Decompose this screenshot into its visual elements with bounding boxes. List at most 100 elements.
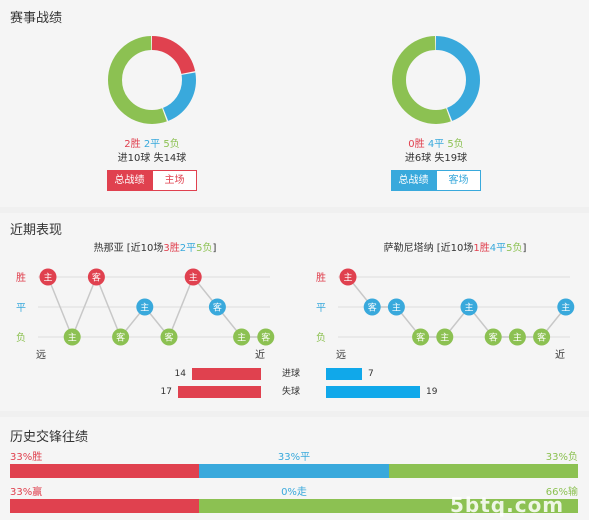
match-result-point[interactable]: 主 (436, 328, 454, 346)
home-record-donut (108, 36, 196, 124)
h2h-result-bar (10, 464, 578, 478)
match-result-point[interactable]: 客 (363, 298, 381, 316)
loss-count: 5负 (447, 139, 464, 150)
away-goals-scored-value: 7 (368, 369, 374, 379)
head-to-head-section: 历史交锋往绩 33%胜 33%平 33%负 33%赢 0%走 66%输 5btq… (0, 417, 589, 520)
near-label: 近 (255, 348, 265, 361)
match-result-point[interactable]: 主 (233, 328, 251, 346)
svg-text:客: 客 (213, 302, 222, 314)
goals-summary: 进6球 失19球 (404, 153, 468, 164)
section-title: 赛事战绩 (10, 11, 63, 26)
win-segment (108, 36, 196, 124)
draw-segment (392, 36, 480, 124)
svg-text:主: 主 (237, 332, 246, 344)
away-form-caption: 萨勒尼塔纳 [近10场1胜4平5负] (383, 243, 527, 254)
handicap-win-pct: 33%赢 (10, 487, 43, 498)
match-result-point[interactable]: 主 (136, 298, 154, 316)
home-goals-scored-bar (192, 368, 261, 380)
svg-text:主: 主 (140, 302, 149, 314)
loss-segment (388, 464, 578, 478)
match-result-point[interactable]: 主 (63, 328, 81, 346)
home-form-caption: 热那亚 [近10场3胜2平5负] (93, 243, 217, 254)
away-goals-conceded-value: 19 (426, 387, 438, 397)
win-segment (10, 499, 200, 513)
total-record-button[interactable]: 总战绩 (391, 170, 436, 191)
away-goals-conceded-bar (326, 386, 420, 398)
svg-text:客: 客 (537, 332, 546, 344)
loss-segment (392, 36, 480, 124)
loss-axis-label: 负 (316, 331, 326, 344)
h2h-win-pct: 33%胜 (10, 452, 43, 463)
recent-form-section: 近期表现 热那亚 [近10场3胜2平5负] 萨勒尼塔纳 [近10场1胜4平5负]… (0, 213, 589, 411)
svg-text:客: 客 (261, 332, 270, 344)
match-result-point[interactable]: 主 (339, 268, 357, 286)
match-result-point[interactable]: 客 (257, 328, 275, 346)
h2h-draw-pct: 33%平 (277, 452, 311, 463)
loss-count: 5负 (163, 139, 180, 150)
match-result-point[interactable]: 主 (39, 268, 57, 286)
home-form-chart: 胜平负主主客客主客主客主 客远近 (16, 268, 275, 361)
match-result-point[interactable]: 客 (112, 328, 130, 346)
svg-text:主: 主 (561, 302, 570, 314)
home-goals-conceded-value: 17 (160, 387, 172, 397)
goals-summary: 进10球 失14球 (117, 153, 187, 164)
form-line (47, 274, 266, 340)
far-label: 远 (336, 349, 346, 361)
h2h-loss-pct: 33%负 (545, 452, 578, 463)
win-segment (10, 464, 200, 478)
svg-text:主: 主 (513, 332, 522, 344)
away-form-chart: 胜平负主客 主客 主主客主客主远近 (316, 268, 575, 361)
home-goals-conceded-bar (178, 386, 261, 398)
draw-axis-label: 平 (16, 303, 26, 314)
handicap-loss-pct: 66%输 (545, 487, 578, 498)
match-result-point[interactable]: 客 (160, 328, 178, 346)
away-goals-scored-bar (326, 368, 362, 380)
match-result-point[interactable]: 主 (387, 298, 405, 316)
svg-text:主: 主 (464, 302, 473, 314)
draw-axis-label: 平 (316, 303, 326, 314)
draw-segment (108, 36, 196, 124)
match-result-point[interactable]: 主 (184, 268, 202, 286)
svg-text:客: 客 (489, 332, 498, 344)
home-record-stats: 2胜 2平 5负 进10球 失14球 (82, 138, 222, 166)
match-result-point[interactable]: 客 (533, 328, 551, 346)
win-count: 0胜 (408, 139, 425, 150)
loss-segment (199, 499, 578, 513)
svg-text:主: 主 (189, 272, 198, 284)
svg-text:客: 客 (164, 332, 173, 344)
section-title: 近期表现 (10, 223, 63, 238)
home-goals-scored-value: 14 (174, 369, 186, 379)
svg-text:客: 客 (92, 272, 101, 284)
match-result-point[interactable]: 主 (508, 328, 526, 346)
total-record-button[interactable]: 总战绩 (107, 170, 152, 191)
match-result-point[interactable]: 客 (87, 268, 105, 286)
goals-scored-label: 进球 (282, 369, 301, 379)
win-axis-label: 胜 (16, 272, 26, 284)
handicap-push-pct: 0%走 (281, 487, 307, 498)
match-result-point[interactable]: 主 (557, 298, 575, 316)
season-record-section: 赛事战绩 2胜 2平 5负 进10球 失14球 总战绩 主场 0胜 4平 5负 … (0, 0, 589, 207)
draw-count: 4平 (427, 139, 445, 150)
away-record-stats: 0胜 4平 5负 进6球 失19球 (366, 138, 506, 166)
win-axis-label: 胜 (316, 272, 326, 284)
match-result-point[interactable]: 客 (484, 328, 502, 346)
loss-axis-label: 负 (16, 331, 26, 344)
match-result-point[interactable]: 主 (460, 298, 478, 316)
match-result-point[interactable]: 客 (412, 328, 430, 346)
win-count: 2胜 (124, 139, 141, 150)
svg-text:客: 客 (416, 332, 425, 344)
home-only-button[interactable]: 主场 (152, 170, 197, 191)
away-record-donut (392, 36, 480, 124)
handicap-result-bar (10, 499, 578, 513)
svg-text:客: 客 (368, 302, 377, 314)
svg-text:主: 主 (343, 272, 352, 284)
near-label: 近 (555, 348, 565, 361)
watermark-logo: 5btq.com (450, 493, 565, 517)
svg-text:主: 主 (440, 332, 449, 344)
away-only-button[interactable]: 客场 (436, 170, 481, 191)
section-title: 历史交锋往绩 (10, 430, 89, 445)
draw-count: 2平 (143, 139, 161, 150)
form-line (347, 276, 567, 338)
svg-text:主: 主 (68, 332, 77, 344)
match-result-point[interactable]: 客 (208, 298, 226, 316)
